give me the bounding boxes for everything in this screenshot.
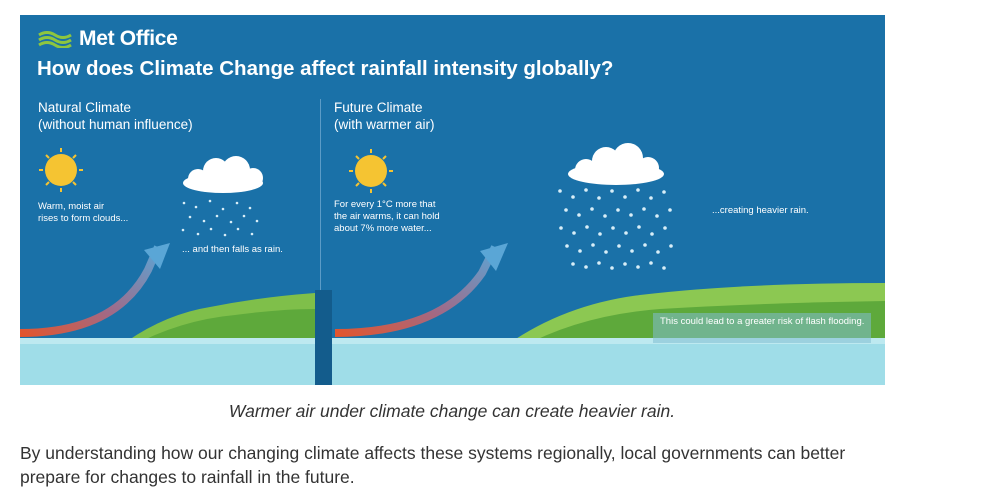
future-rain-note: ...creating heavier rain.: [712, 205, 809, 216]
climate-infographic: Met Office How does Climate Change affec…: [20, 15, 885, 385]
sea-left: [20, 338, 315, 385]
cloud-icon-right: [568, 143, 664, 185]
rising-air-arrow-right: [334, 245, 499, 337]
natural-note-line2: rises to form clouds...: [38, 213, 129, 224]
future-note-line3: about 7% more water...: [334, 223, 432, 234]
natural-rain-note: ... and then falls as rain.: [182, 244, 283, 255]
cloud-icon-left: [183, 156, 263, 193]
brand-name: Met Office: [79, 27, 178, 50]
met-office-logo[interactable]: Met Office: [37, 27, 178, 51]
panel-divider-base: [315, 290, 332, 385]
flash-flooding-note: This could lead to a greater risk of fla…: [653, 313, 871, 343]
sea-right: [332, 338, 885, 385]
natural-climate-subtitle: (without human influence): [38, 117, 193, 132]
light-rain: [181, 199, 259, 237]
natural-climate-title: Natural Climate: [38, 100, 132, 115]
future-climate-subtitle: (with warmer air): [334, 117, 435, 132]
panel-divider: [320, 99, 321, 299]
met-office-waves-icon: [38, 31, 72, 48]
future-note-line2: the air warms, it can hold: [334, 211, 440, 222]
sun-icon-right: [349, 149, 393, 193]
heavy-rain: [558, 188, 673, 270]
figure-caption: Warmer air under climate change can crea…: [228, 401, 676, 421]
future-note-line1: For every 1°C more that: [334, 199, 436, 210]
infographic-headline: How does Climate Change affect rainfall …: [37, 57, 614, 80]
body-paragraph: By understanding how our changing climat…: [20, 443, 846, 487]
future-climate-title: Future Climate: [334, 100, 423, 115]
natural-note-line1: Warm, moist air: [38, 201, 105, 212]
sun-icon-left: [39, 148, 83, 192]
rising-air-arrow-left: [20, 245, 162, 337]
